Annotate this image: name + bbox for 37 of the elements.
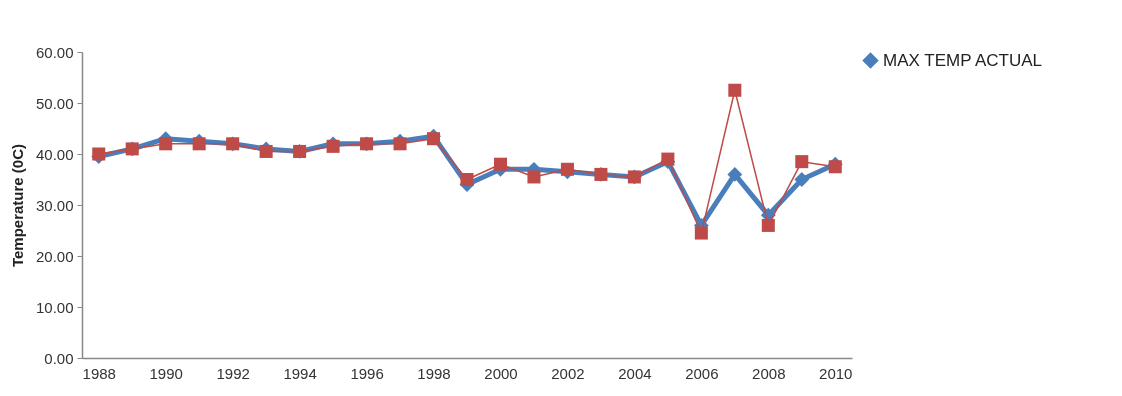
y-tick-label: 60.00 xyxy=(35,43,74,61)
point xyxy=(527,170,541,184)
y-tick-label: 30.00 xyxy=(35,196,74,214)
y-tick-label: 50.00 xyxy=(35,94,74,112)
point xyxy=(460,172,474,187)
y-tick-label: 40.00 xyxy=(35,145,74,163)
y-tick-label: 20.00 xyxy=(35,247,74,265)
x-tick-label: 2006 xyxy=(685,364,719,382)
x-tick-label: 1988 xyxy=(82,364,116,382)
y-tick-label: 0.00 xyxy=(44,349,74,367)
x-tick-label: 2000 xyxy=(484,364,518,382)
point xyxy=(828,160,842,174)
point xyxy=(727,166,743,182)
x-tick-label: 1992 xyxy=(216,364,250,382)
legend-label: MAX TEMP ACTUAL xyxy=(883,50,1043,70)
point xyxy=(427,132,441,146)
x-tick-label: 2002 xyxy=(551,364,585,382)
point xyxy=(493,157,507,171)
point xyxy=(794,172,810,187)
point xyxy=(761,218,775,232)
x-tick-label: 1996 xyxy=(350,364,384,382)
x-tick-label: 2008 xyxy=(752,364,786,382)
point xyxy=(560,162,574,176)
y-axis-title: Temperature (0C) xyxy=(8,143,26,268)
x-tick-label: 1994 xyxy=(283,364,317,382)
point xyxy=(728,83,742,97)
point xyxy=(159,137,173,151)
x-tick-label: 2004 xyxy=(618,364,652,382)
x-tick-label: 1990 xyxy=(149,364,183,382)
point xyxy=(661,152,675,166)
x-tick-label: 1998 xyxy=(417,364,451,382)
point xyxy=(795,155,809,169)
point xyxy=(393,137,407,151)
x-tick-label: 2010 xyxy=(819,364,853,382)
y-tick-label: 10.00 xyxy=(35,298,74,316)
point xyxy=(192,137,206,151)
point xyxy=(694,226,708,240)
